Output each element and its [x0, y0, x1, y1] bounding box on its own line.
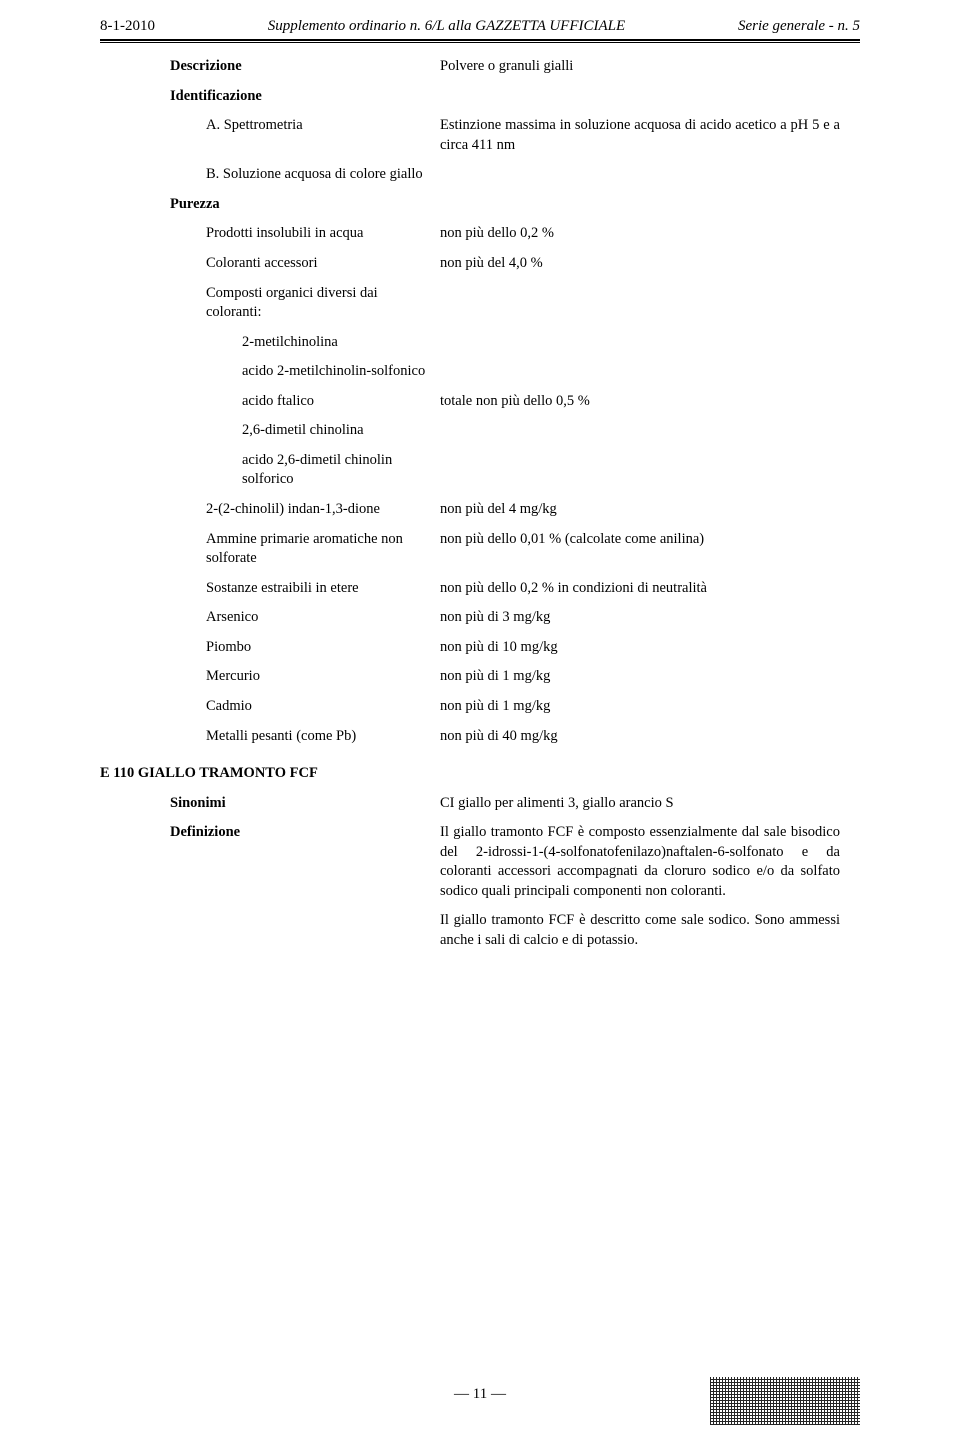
- row-value: Estinzione massima in soluzione acquosa …: [440, 116, 840, 155]
- definition-list-2: SinonimiCI giallo per alimenti 3, giallo…: [170, 794, 840, 951]
- section-heading: E 110 GIALLO TRAMONTO FCF: [100, 764, 840, 784]
- row-label: acido 2,6-dimetil chinolin solforico: [170, 451, 440, 490]
- table-row: acido 2,6-dimetil chinolin solforico: [170, 451, 840, 490]
- table-row: Mercurionon più di 1 mg/kg: [170, 667, 840, 687]
- row-label: B. Soluzione acquosa di colore giallo: [170, 165, 440, 185]
- table-row: Cadmionon più di 1 mg/kg: [170, 697, 840, 717]
- row-value: non più dello 0,01 % (calcolate come ani…: [440, 530, 840, 550]
- table-row: A. SpettrometriaEstinzione massima in so…: [170, 116, 840, 155]
- row-label: Purezza: [170, 195, 440, 215]
- row-value: non più del 4 mg/kg: [440, 500, 840, 520]
- table-row: Ammine primarie aromatiche non solforate…: [170, 530, 840, 569]
- row-value: non più di 1 mg/kg: [440, 667, 840, 687]
- table-row: Arseniconon più di 3 mg/kg: [170, 608, 840, 628]
- table-row: Purezza: [170, 195, 840, 215]
- table-row: Composti organici diversi dai coloranti:: [170, 284, 840, 323]
- table-row: Sostanze estraibili in eterenon più dell…: [170, 579, 840, 599]
- table-row: 2,6-dimetil chinolina: [170, 421, 840, 441]
- table-row: Identificazione: [170, 87, 840, 107]
- row-label: Piombo: [170, 638, 440, 658]
- row-value: CI giallo per alimenti 3, giallo arancio…: [440, 794, 840, 814]
- barcode-pattern: [710, 1377, 860, 1425]
- row-label: 2-metilchinolina: [170, 333, 440, 353]
- definition-list: DescrizionePolvere o granuli gialliIdent…: [170, 57, 840, 746]
- row-label: Cadmio: [170, 697, 440, 717]
- table-row: DescrizionePolvere o granuli gialli: [170, 57, 840, 77]
- row-value: non più dello 0,2 % in condizioni di neu…: [440, 579, 840, 599]
- table-row: Metalli pesanti (come Pb)non più di 40 m…: [170, 727, 840, 747]
- row-label: 2,6-dimetil chinolina: [170, 421, 440, 441]
- header-rule-thick: [100, 39, 860, 41]
- row-value: Il giallo tramonto FCF è descritto come …: [440, 911, 840, 950]
- row-label: Identificazione: [170, 87, 440, 107]
- row-label: Sostanze estraibili in etere: [170, 579, 440, 599]
- row-label: acido ftalico: [170, 392, 440, 412]
- row-value: non più del 4,0 %: [440, 254, 840, 274]
- table-row: B. Soluzione acquosa di colore giallo: [170, 165, 840, 185]
- row-value: non più dello 0,2 %: [440, 224, 840, 244]
- row-label: Mercurio: [170, 667, 440, 687]
- row-label: Sinonimi: [170, 794, 440, 814]
- page: 8-1-2010 Supplemento ordinario n. 6/L al…: [0, 0, 960, 1445]
- table-row: acido 2-metilchinolin-solfonico: [170, 362, 840, 382]
- table-row: Prodotti insolubili in acquanon più dell…: [170, 224, 840, 244]
- table-row: Coloranti accessorinon più del 4,0 %: [170, 254, 840, 274]
- row-label: A. Spettrometria: [170, 116, 440, 136]
- table-row: Piombonon più di 10 mg/kg: [170, 638, 840, 658]
- header-title: Supplemento ordinario n. 6/L alla GAZZET…: [268, 18, 625, 35]
- header-date: 8-1-2010: [100, 18, 155, 35]
- row-label: Definizione: [170, 823, 440, 843]
- row-label: 2-(2-chinolil) indan-1,3-dione: [170, 500, 440, 520]
- table-row: 2-metilchinolina: [170, 333, 840, 353]
- content: DescrizionePolvere o granuli gialliIdent…: [170, 57, 840, 951]
- row-label: Composti organici diversi dai coloranti:: [170, 284, 440, 323]
- row-value: Polvere o granuli gialli: [440, 57, 840, 77]
- table-row: DefinizioneIl giallo tramonto FCF è comp…: [170, 823, 840, 901]
- row-value: non più di 3 mg/kg: [440, 608, 840, 628]
- header-series: Serie generale - n. 5: [738, 18, 860, 35]
- row-label: Metalli pesanti (come Pb): [170, 727, 440, 747]
- row-label: Ammine primarie aromatiche non solforate: [170, 530, 440, 569]
- running-header: 8-1-2010 Supplemento ordinario n. 6/L al…: [100, 0, 860, 35]
- table-row: Il giallo tramonto FCF è descritto come …: [170, 911, 840, 950]
- row-label: Descrizione: [170, 57, 440, 77]
- row-value: non più di 40 mg/kg: [440, 727, 840, 747]
- row-value: Il giallo tramonto FCF è composto essenz…: [440, 823, 840, 901]
- row-label: acido 2-metilchinolin-solfonico: [170, 362, 440, 382]
- row-label: Prodotti insolubili in acqua: [170, 224, 440, 244]
- header-rule-thin: [100, 42, 860, 43]
- row-value: totale non più dello 0,5 %: [440, 392, 840, 412]
- table-row: SinonimiCI giallo per alimenti 3, giallo…: [170, 794, 840, 814]
- row-value: non più di 10 mg/kg: [440, 638, 840, 658]
- row-label: Arsenico: [170, 608, 440, 628]
- row-value: non più di 1 mg/kg: [440, 697, 840, 717]
- table-row: acido ftalicototale non più dello 0,5 %: [170, 392, 840, 412]
- row-label: Coloranti accessori: [170, 254, 440, 274]
- table-row: 2-(2-chinolil) indan-1,3-dionenon più de…: [170, 500, 840, 520]
